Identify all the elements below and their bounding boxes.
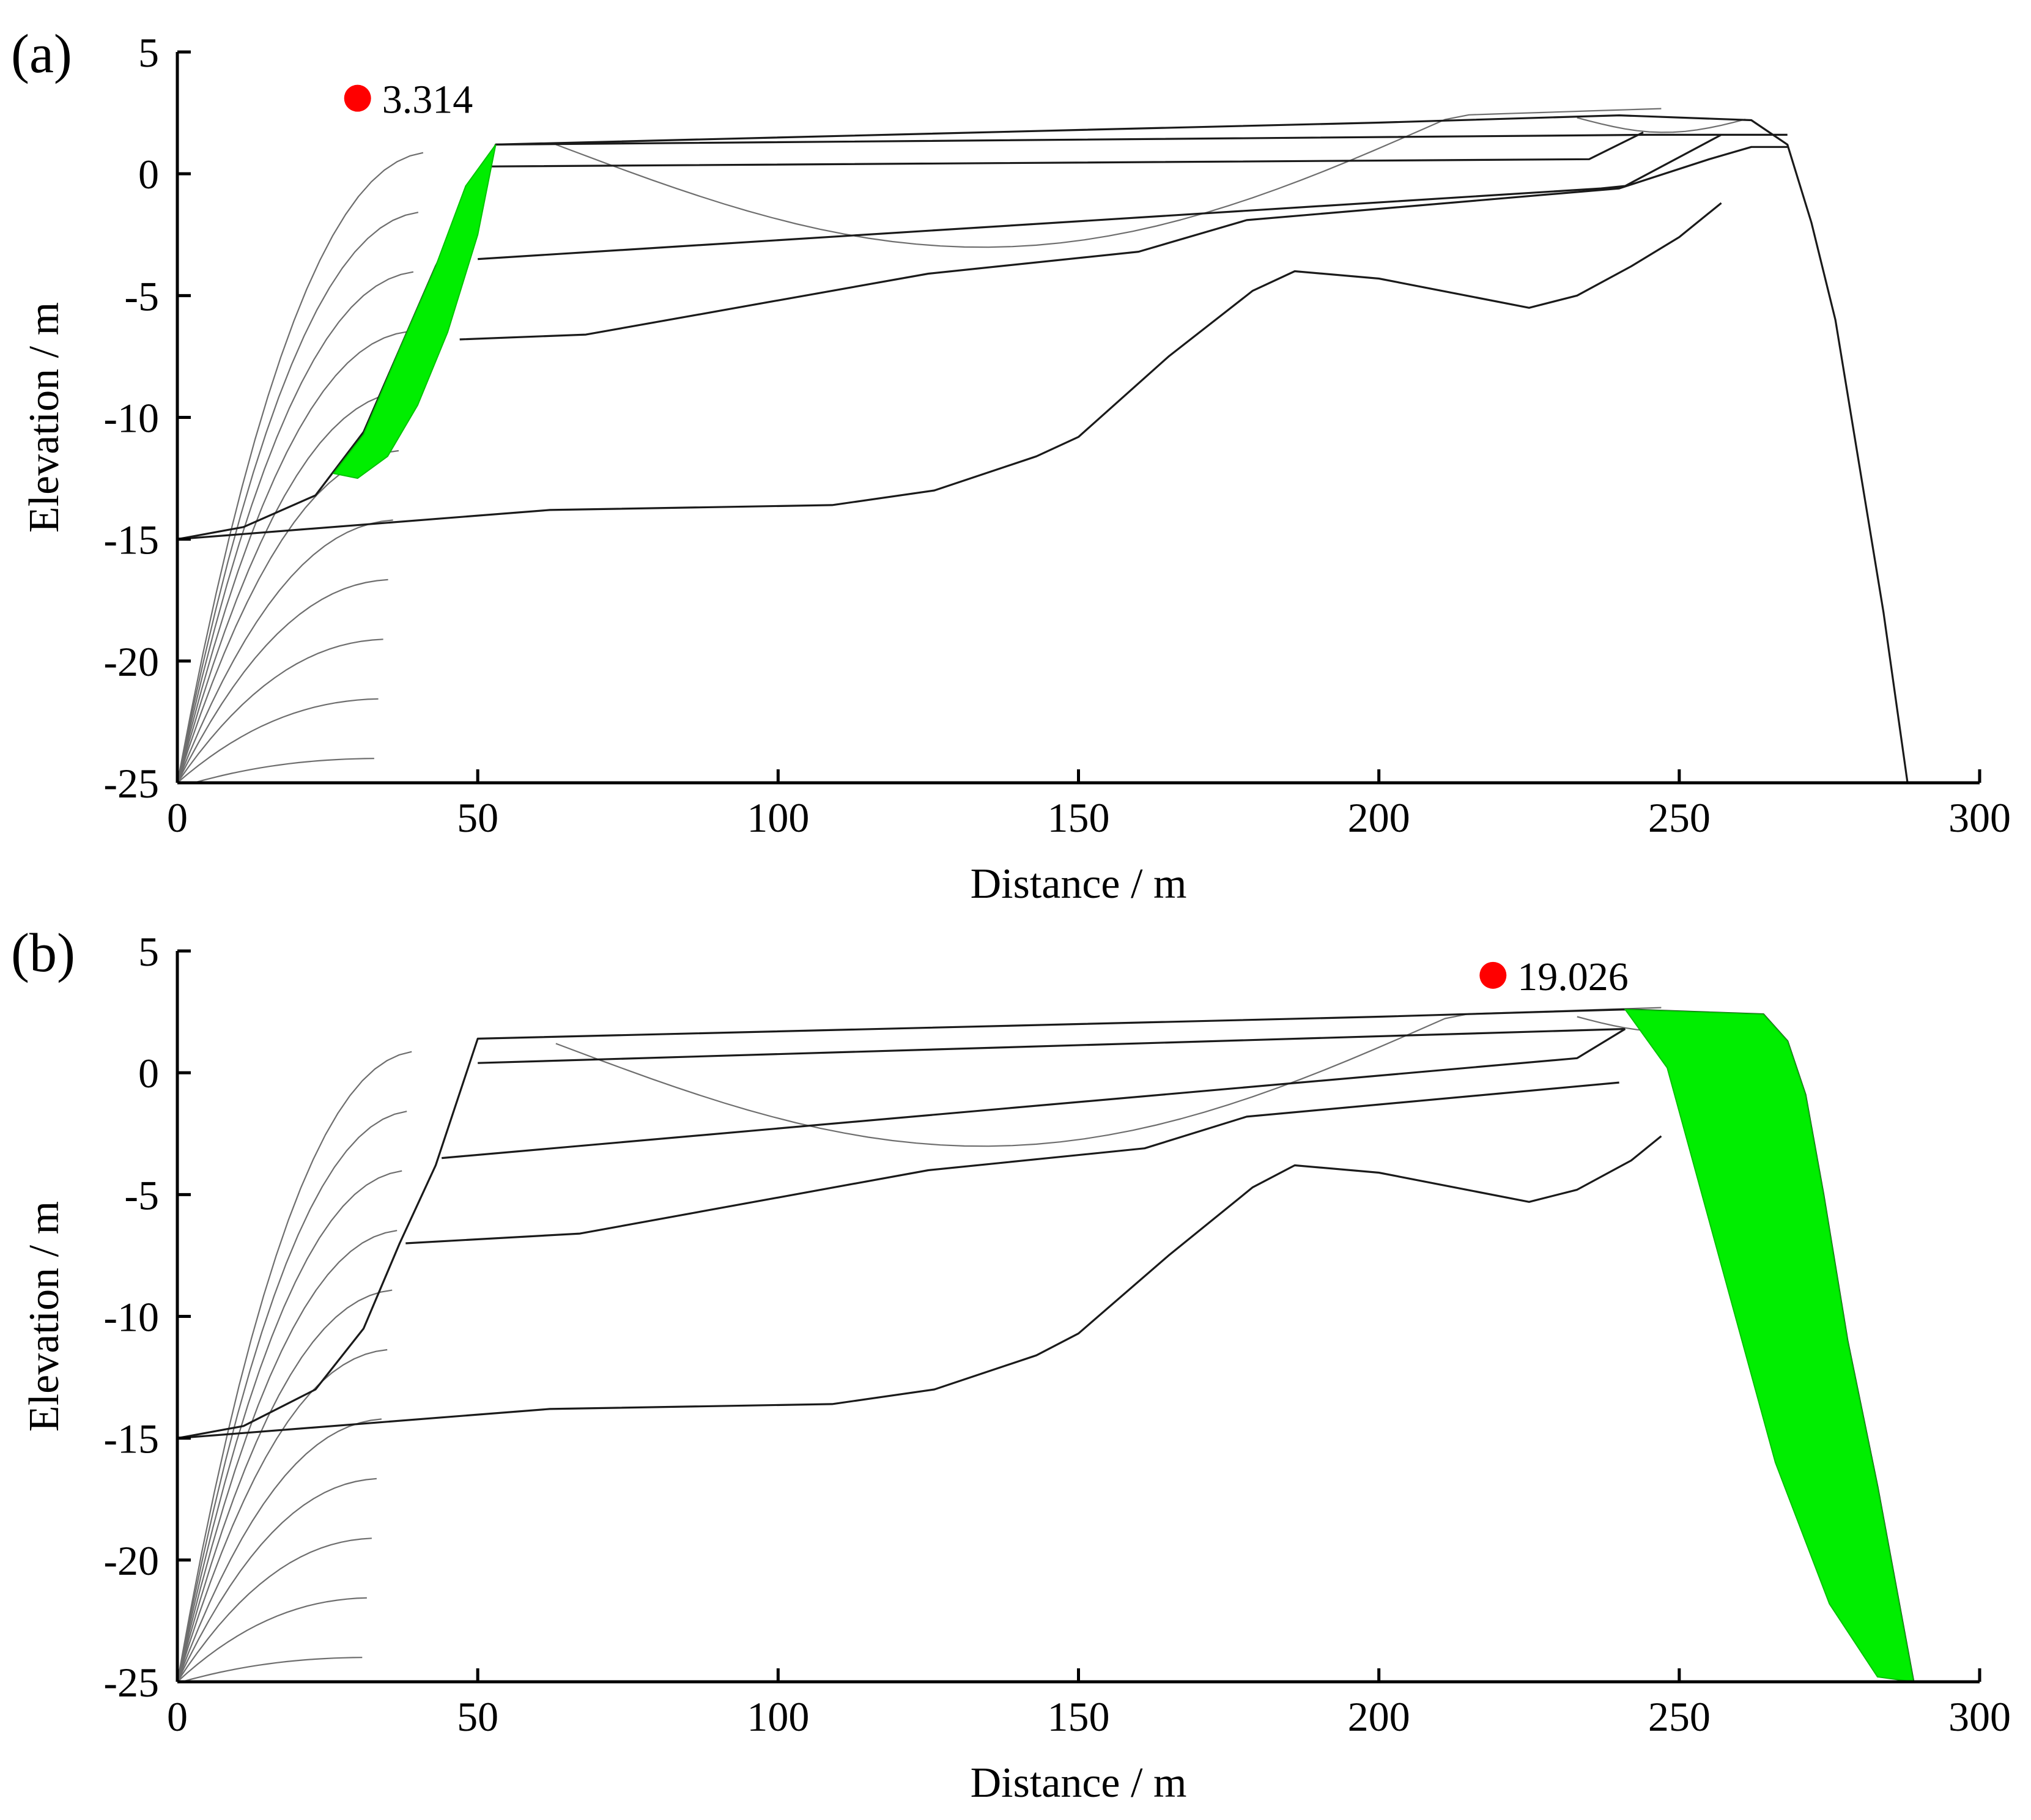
seepage-contour xyxy=(176,212,419,783)
y-tick-label: -5 xyxy=(124,273,159,319)
strata-group xyxy=(177,1008,1915,1682)
x-tick-label: 50 xyxy=(457,794,498,841)
y-tick-label: 5 xyxy=(138,928,159,975)
seepage-contour xyxy=(176,331,409,783)
seepage-contour xyxy=(176,1418,382,1682)
seepage-contour xyxy=(176,271,414,783)
panel-b: 50-5-10-15-20-250 50 100 150 200 250 300Distan… xyxy=(11,923,2011,1807)
seepage-contour xyxy=(176,519,393,783)
x-tick-label: 150 xyxy=(1048,794,1110,841)
x-tick-label: 200 xyxy=(1348,1693,1410,1740)
seepage-contour xyxy=(176,1111,407,1682)
slip-surface-area xyxy=(332,144,497,479)
contour-group xyxy=(176,1007,1746,1683)
safety-factor-label: 3.314 xyxy=(382,78,473,122)
strata-boundary-line xyxy=(442,1028,1626,1160)
x-tick-label: 200 xyxy=(1348,794,1410,841)
strata-boundary-line xyxy=(177,202,1722,541)
y-tick-label: -10 xyxy=(103,395,159,442)
x-tick-label: 0 xyxy=(167,1693,188,1740)
strata-boundary-line xyxy=(478,1027,1626,1064)
safety-factor-marker xyxy=(344,84,371,112)
y-tick-label: -25 xyxy=(103,760,159,807)
strata-boundary-line xyxy=(405,1081,1619,1245)
seepage-contour xyxy=(177,1537,372,1682)
panel-a: 50-5-10-15-20-250 50 100 150 200 250 300Distan… xyxy=(11,24,2011,908)
y-tick-label: -15 xyxy=(103,1416,159,1462)
y-tick-label: -10 xyxy=(103,1294,159,1341)
seepage-contour xyxy=(177,579,388,783)
x-axis-title: Distance / m xyxy=(971,860,1187,908)
panel-label: (b) xyxy=(11,923,75,983)
strata-boundary-line xyxy=(478,133,1722,261)
seepage-contour xyxy=(176,390,404,783)
ground-surface-line xyxy=(177,1008,1915,1682)
strata-boundary-line xyxy=(489,131,1644,168)
seepage-contour xyxy=(176,1230,398,1682)
panel-label: (a) xyxy=(11,24,72,84)
x-axis-title: Distance / m xyxy=(971,1759,1187,1807)
safety-factor-marker xyxy=(1479,961,1507,989)
strata-group xyxy=(177,114,1909,783)
x-tick-label: 100 xyxy=(747,1693,809,1740)
x-tick-label: 50 xyxy=(457,1693,498,1740)
seepage-contour xyxy=(1577,117,1746,133)
x-tick-label: 250 xyxy=(1648,1693,1711,1740)
seepage-contour xyxy=(182,1657,363,1683)
x-tick-label: 250 xyxy=(1648,794,1711,841)
seepage-contour xyxy=(177,638,383,783)
seepage-contour xyxy=(176,1289,393,1682)
x-tick-label: 150 xyxy=(1048,1693,1110,1740)
y-tick-label: 5 xyxy=(138,29,159,76)
y-axis-title: Elevation / m xyxy=(21,302,68,533)
seepage-contour xyxy=(193,758,374,784)
y-tick-label: -25 xyxy=(103,1659,159,1706)
strata-boundary-line xyxy=(459,146,1788,341)
strata-boundary-line xyxy=(495,133,1788,146)
seepage-contour xyxy=(176,1170,402,1682)
slip-surface-area xyxy=(1624,1008,1915,1683)
x-tick-label: 300 xyxy=(1948,794,2011,841)
seepage-contour xyxy=(555,1007,1662,1147)
seepage-contour xyxy=(176,152,424,783)
x-tick-label: 300 xyxy=(1948,1693,2011,1740)
safety-factor-label: 19.026 xyxy=(1517,955,1629,999)
ground-surface-line xyxy=(177,114,1909,783)
seepage-contour xyxy=(177,698,379,783)
y-tick-label: -20 xyxy=(103,638,159,685)
seepage-contour xyxy=(177,1597,367,1682)
y-tick-label: 0 xyxy=(138,151,159,198)
y-axis-title: Elevation / m xyxy=(21,1201,68,1432)
x-tick-label: 0 xyxy=(167,794,188,841)
y-tick-label: -15 xyxy=(103,517,159,563)
x-tick-label: 100 xyxy=(747,794,809,841)
seepage-contour xyxy=(177,1478,377,1682)
y-tick-label: 0 xyxy=(138,1050,159,1097)
seepage-contour xyxy=(176,1051,412,1682)
y-tick-label: -20 xyxy=(103,1537,159,1584)
y-tick-label: -5 xyxy=(124,1172,159,1218)
strata-boundary-line xyxy=(177,1135,1662,1440)
seepage-contour xyxy=(555,108,1662,248)
contour-group xyxy=(176,108,1746,784)
